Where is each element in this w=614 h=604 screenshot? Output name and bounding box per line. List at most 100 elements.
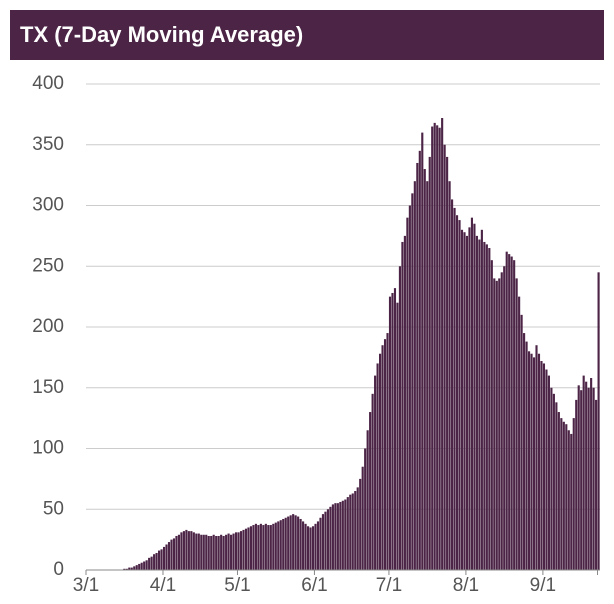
bar [403,235,406,570]
bar [443,144,446,570]
bar [520,314,523,570]
bar [393,288,397,570]
bar [326,509,329,570]
bar [153,554,156,570]
bar [321,514,325,570]
bar [458,220,461,570]
bar [272,523,275,570]
bar [366,430,369,570]
bar [582,375,585,570]
bar [356,487,359,570]
bar [148,557,151,570]
bar [284,517,287,570]
bar [408,205,411,570]
bar [505,251,508,571]
bar [386,333,389,570]
bar [143,561,146,570]
bar [177,534,181,570]
bar [304,523,307,570]
bar [205,534,208,570]
bar [314,523,317,570]
bar [557,412,560,570]
bar [480,229,483,571]
bar [130,567,133,570]
bar [535,345,538,570]
bar [560,418,563,570]
x-tick-label: 8/1 [453,575,479,596]
y-tick-label: 0 [53,559,64,580]
bar [475,235,478,570]
bar [267,525,270,570]
bar [369,412,372,570]
bar [269,525,272,570]
bar [145,560,148,570]
bar [274,522,277,570]
bar [202,534,205,570]
bar [423,169,426,571]
bar [344,499,347,570]
bar [306,526,310,570]
bar [485,244,488,570]
bar [242,529,245,570]
bar [187,531,190,570]
bar [244,528,248,570]
bar [140,562,143,570]
x-tick-label: 4/1 [150,575,176,596]
bar [234,532,238,570]
bar [341,500,344,570]
bar [135,565,138,570]
bar [595,399,598,570]
bar [254,523,257,570]
bar [550,387,553,570]
bar [562,421,565,570]
bar [532,357,536,570]
bar [170,539,173,570]
bar [585,381,588,570]
bar [309,527,312,570]
bar [441,118,444,571]
bar [421,132,424,570]
bar [597,272,600,570]
bar [401,241,404,570]
bar [324,511,327,570]
bar [167,542,171,570]
bar [225,534,228,570]
bar [570,433,573,570]
bar [172,538,176,570]
bar [264,523,267,570]
bar [493,278,496,570]
bar [247,527,250,570]
bar [451,199,454,571]
bar [125,568,128,570]
bar [376,363,379,570]
bar [329,506,332,570]
y-tick-label: 100 [32,438,64,459]
bar [282,518,285,570]
bar [252,525,255,570]
bar [190,531,193,570]
bar [222,535,225,570]
bar [547,375,550,570]
bar [577,385,580,570]
bar [138,563,141,570]
bar [319,517,322,570]
bar [175,535,178,570]
bar [262,525,265,570]
bar [354,491,357,570]
bar [426,181,429,570]
bar [428,156,431,570]
bar [446,156,449,570]
bar [217,535,220,570]
bar [396,302,399,570]
bar [349,494,352,570]
bar [207,535,210,570]
bar [580,390,583,570]
bar [438,127,441,571]
bar [379,353,382,570]
bar [160,549,163,570]
y-tick-label: 400 [32,73,64,94]
bar [468,227,471,570]
bar [239,531,243,570]
bar [339,501,342,570]
